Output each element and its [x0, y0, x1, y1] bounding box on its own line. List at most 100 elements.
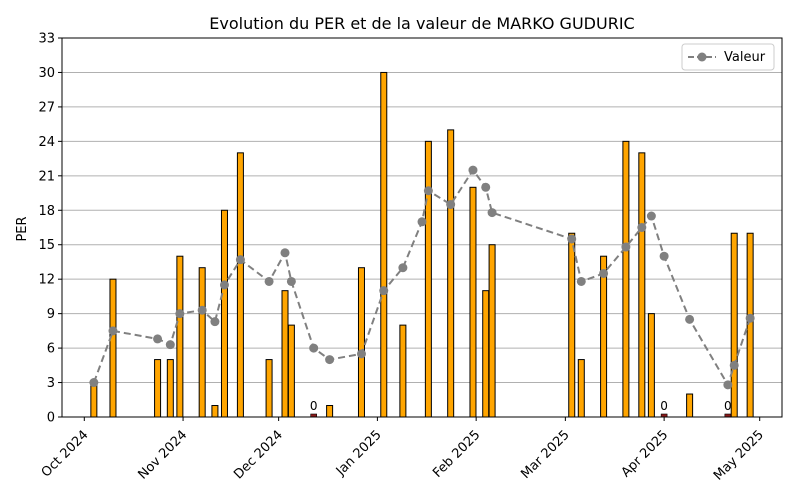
bar [176, 255, 184, 418]
bar [326, 405, 334, 418]
value-point [637, 223, 647, 232]
y-tick-label: 3 [47, 376, 55, 391]
value-point [576, 276, 586, 286]
y-tick-label: 24 [38, 135, 55, 150]
y-tick-label: 12 [38, 273, 55, 288]
value-point [210, 317, 220, 327]
value-point [599, 268, 609, 278]
x-tick-label: Nov 2024 [135, 428, 190, 483]
value-point [175, 309, 185, 319]
y-tick-label: 33 [38, 32, 55, 47]
value-point [417, 217, 427, 227]
bar-value-label: 0 [660, 399, 668, 413]
value-point [646, 211, 656, 221]
bar [281, 290, 289, 418]
y-tick-label: 21 [38, 169, 55, 184]
value-point [379, 286, 389, 296]
bar [399, 324, 407, 418]
bar [220, 209, 228, 418]
value-point [153, 334, 163, 344]
value-point [108, 326, 118, 336]
value-point [280, 248, 290, 258]
value-point [446, 200, 456, 210]
value-point [165, 340, 175, 350]
value-point [487, 208, 497, 218]
bar [730, 232, 738, 418]
bar [568, 232, 576, 418]
legend-entry-valeur: Valeur [724, 50, 766, 65]
bar-labels: 0 0 0 [310, 399, 732, 413]
x-tick-label: Dec 2024 [231, 428, 286, 483]
value-point [729, 360, 739, 370]
value-point [398, 263, 408, 273]
legend-box [681, 43, 775, 71]
bar [447, 129, 455, 418]
value-point [219, 280, 229, 290]
value-point [197, 305, 207, 315]
y-tick-label: 18 [38, 204, 55, 219]
value-point [309, 343, 319, 353]
value-line [89, 165, 755, 390]
bar [380, 71, 388, 418]
bar [236, 152, 244, 418]
bar [211, 405, 219, 418]
value-point [264, 276, 274, 286]
bar [638, 152, 646, 418]
y-tick-label: 15 [38, 238, 55, 253]
value-point [481, 182, 491, 192]
bar-value-label: 0 [724, 399, 732, 413]
value-point [659, 251, 669, 261]
bar [469, 186, 477, 418]
x-tick-label: Apr 2025 [619, 428, 672, 481]
value-point [745, 313, 755, 323]
value-series-line [92, 168, 752, 388]
bar [577, 359, 585, 418]
value-point [685, 314, 695, 324]
y-tick-label: 27 [38, 100, 55, 115]
value-point [468, 165, 478, 175]
bar [154, 359, 162, 418]
x-tick-label: Oct 2024 [39, 428, 92, 481]
bar [357, 267, 365, 418]
y-tick-label: 0 [47, 411, 55, 426]
bar [109, 278, 117, 418]
bar [686, 393, 694, 418]
bar [746, 232, 754, 418]
bars [90, 71, 754, 418]
y-axis-label: PER [15, 216, 30, 241]
y-tick-label: 6 [47, 342, 55, 357]
bar [198, 267, 206, 418]
x-tick-label: Feb 2025 [430, 428, 483, 481]
value-point [325, 355, 335, 365]
bar [488, 244, 496, 418]
x-axis-ticks: Oct 2024 Nov 2024 Dec 2024 Jan 2025 Feb 2025… [39, 417, 767, 484]
value-point [621, 242, 631, 252]
chart-title: Evolution du PER et de la valeur de MARK… [209, 14, 634, 33]
value-point [235, 255, 245, 265]
bar [265, 359, 273, 418]
x-tick-label: May 2025 [711, 428, 767, 484]
plot-frame [61, 37, 783, 418]
legend: Valeur [681, 43, 775, 71]
x-tick-label: Jan 2025 [333, 428, 385, 480]
x-tick-label: Mar 2025 [518, 428, 572, 482]
y-axis-ticks: 0 3 6 9 12 15 18 21 24 27 30 33 [38, 32, 62, 426]
value-point [286, 276, 296, 286]
bar [600, 255, 608, 418]
value-point [89, 378, 99, 388]
bar [622, 140, 630, 418]
bar [166, 359, 174, 418]
value-point [356, 349, 366, 359]
bar [482, 290, 490, 418]
bar [90, 382, 98, 418]
bar [424, 140, 432, 418]
value-point [723, 380, 733, 390]
bar [647, 313, 655, 418]
y-tick-label: 9 [47, 307, 55, 322]
value-point [423, 186, 433, 196]
bar-value-label: 0 [310, 399, 318, 413]
legend-marker-icon [697, 52, 707, 62]
y-tick-label: 30 [38, 66, 55, 81]
bar [287, 324, 295, 418]
value-point [567, 234, 577, 244]
